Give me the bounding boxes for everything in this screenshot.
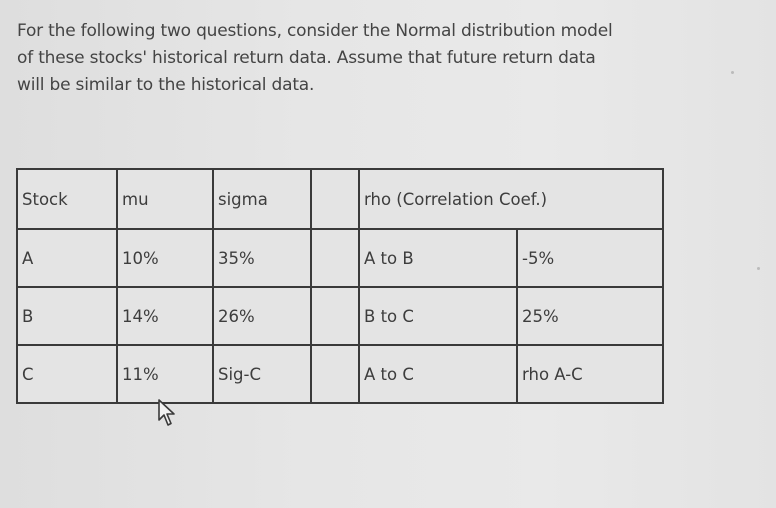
speck-mark (731, 71, 734, 74)
intro-line-3: will be similar to the historical data. (17, 75, 315, 95)
cell-pair: A to C (358, 344, 518, 404)
cell-mu: 11% (116, 344, 214, 404)
table-row: B 14% 26% B to C 25% (16, 286, 664, 346)
cell-rho: rho A-C (516, 344, 664, 404)
cell-pair: B to C (358, 286, 518, 346)
cell-sigma: 26% (212, 286, 312, 346)
cell-sigma: Sig-C (212, 344, 312, 404)
mouse-pointer-icon (158, 399, 175, 426)
question-intro: For the following two questions, conside… (17, 18, 757, 99)
header-rho: rho (Correlation Coef.) (358, 168, 664, 230)
cell-stock: B (16, 286, 118, 346)
cell-mu: 14% (116, 286, 214, 346)
cell-stock: A (16, 228, 118, 288)
table-row: C 11% Sig-C A to C rho A-C (16, 344, 664, 404)
cell-rho: -5% (516, 228, 664, 288)
table-row: A 10% 35% A to B -5% (16, 228, 664, 288)
intro-line-1: For the following two questions, conside… (17, 21, 613, 41)
cell-blank (310, 286, 360, 346)
header-sigma: sigma (212, 168, 312, 230)
cell-rho: 25% (516, 286, 664, 346)
stock-parameters-table: Stock mu sigma rho (Correlation Coef.) A… (16, 168, 664, 404)
cell-blank (310, 228, 360, 288)
header-mu: mu (116, 168, 214, 230)
speck-mark (757, 267, 760, 270)
cell-mu: 10% (116, 228, 214, 288)
cell-blank (310, 344, 360, 404)
cell-stock: C (16, 344, 118, 404)
cell-pair: A to B (358, 228, 518, 288)
header-blank (310, 168, 360, 230)
intro-line-2: of these stocks' historical return data.… (17, 48, 596, 68)
table-header-row: Stock mu sigma rho (Correlation Coef.) (16, 168, 664, 230)
header-stock: Stock (16, 168, 118, 230)
cell-sigma: 35% (212, 228, 312, 288)
